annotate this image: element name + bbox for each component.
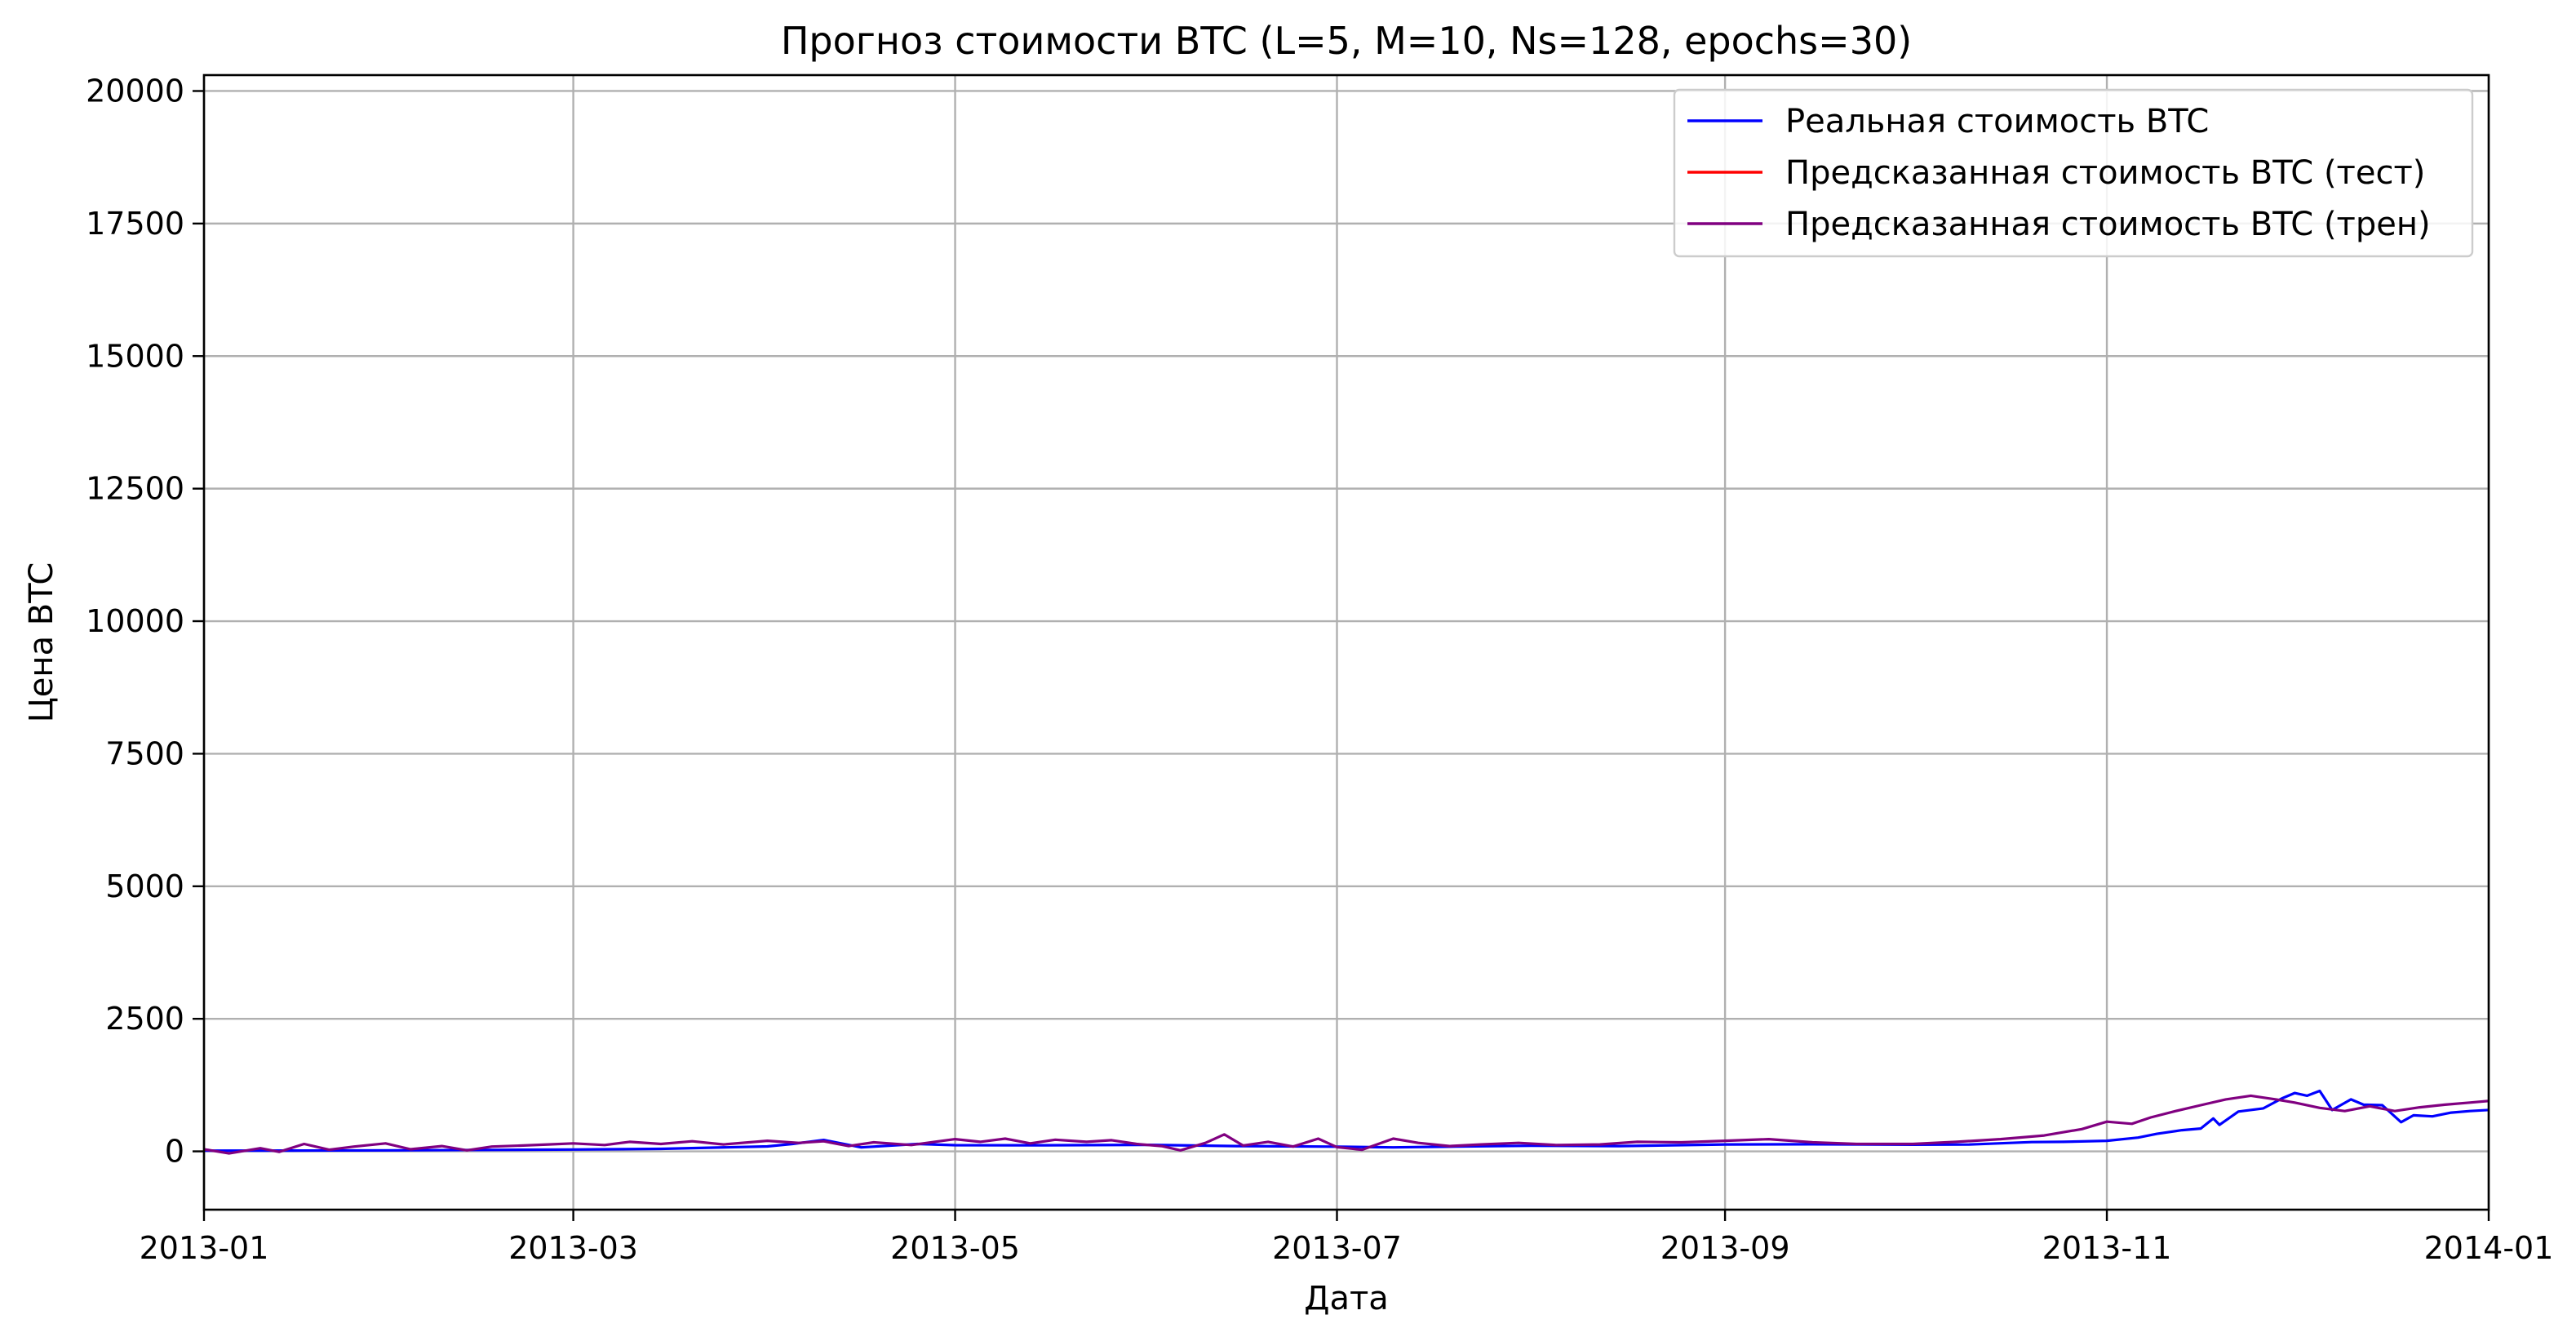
y-tick-label: 2500 xyxy=(105,1001,184,1037)
y-tick-label: 5000 xyxy=(105,868,184,904)
x-axis-label: Дата xyxy=(1304,1280,1389,1317)
x-tick-label: 2013-01 xyxy=(140,1230,269,1266)
legend-label-real: Реальная стоимость BTC xyxy=(1785,103,2209,140)
plot-frame xyxy=(202,73,2490,1211)
legend-box xyxy=(1673,88,2474,258)
y-tick-label: 10000 xyxy=(86,603,184,639)
series-real-line xyxy=(203,1089,2490,1153)
y-tick-label: 17500 xyxy=(86,206,184,242)
legend-label-test: Предсказанная стоимость BTC (тест) xyxy=(1785,154,2425,192)
y-tick-label: 0 xyxy=(165,1134,184,1170)
series-lines xyxy=(203,1089,2490,1155)
axis-ticks: 2013-01 2013-03 2013-05 2013-07 2013-09 2013-… xyxy=(86,73,2553,1266)
x-tick-label: 2013-03 xyxy=(508,1230,638,1266)
x-tick-label: 2013-09 xyxy=(1660,1230,1790,1266)
x-tick-label: 2013-05 xyxy=(890,1230,1020,1266)
y-tick-label: 20000 xyxy=(86,73,184,109)
legend: Реальная стоимость BTC Предсказанная сто… xyxy=(1673,88,2474,258)
y-tick-label: 15000 xyxy=(86,338,184,374)
grid xyxy=(202,75,2490,1210)
chart-title: Прогноз стоимости BTC (L=5, M=10, Ns=128… xyxy=(781,19,1912,63)
series-train-line xyxy=(203,1094,2490,1155)
x-tick-label: 2013-11 xyxy=(2042,1230,2172,1266)
legend-label-train: Предсказанная стоимость BTC (трен) xyxy=(1785,206,2431,243)
y-tick-label: 7500 xyxy=(105,735,184,771)
x-tick-label: 2014-01 xyxy=(2424,1230,2554,1266)
y-tick-label: 12500 xyxy=(86,471,184,507)
x-tick-label: 2013-07 xyxy=(1272,1230,1402,1266)
y-axis-label: Цена BTC xyxy=(23,562,60,723)
